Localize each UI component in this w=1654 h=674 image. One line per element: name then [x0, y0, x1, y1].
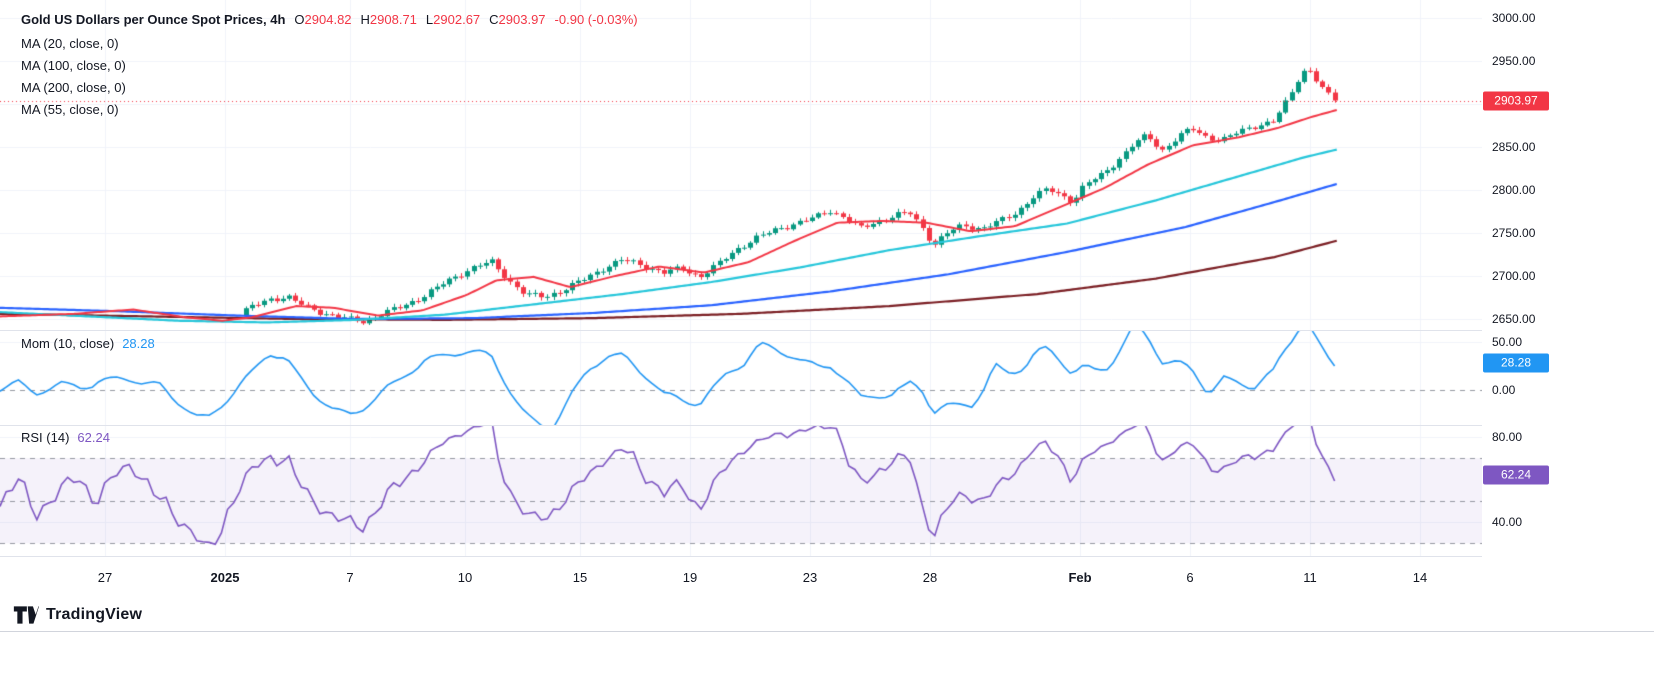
momentum-value: 28.28	[122, 336, 155, 351]
ma-20-legend[interactable]: MA (20, close, 0)	[21, 36, 119, 51]
bottom-divider	[0, 631, 1654, 632]
ma-200-legend[interactable]: MA (200, close, 0)	[21, 80, 126, 95]
ohlc-close: C2903.97	[489, 12, 546, 27]
ohlc-low: L2902.67	[425, 12, 481, 27]
price-axis-label: 2950.00	[1492, 54, 1536, 68]
ma-55-legend[interactable]: MA (55, close, 0)	[21, 102, 119, 117]
mom-axis-label: 0.00	[1492, 383, 1516, 397]
time-axis-label: 11	[1303, 570, 1317, 585]
ohlc-high: H2908.71	[360, 12, 417, 27]
momentum-label: Mom (10, close)	[21, 336, 115, 351]
ohlc-open: O2904.82	[294, 12, 352, 27]
price-axis-label: 2800.00	[1492, 183, 1536, 197]
rsi-legend[interactable]: RSI (14) 62.24	[21, 430, 110, 445]
time-axis-label: Feb	[1068, 570, 1092, 585]
time-axis-label: 14	[1412, 570, 1428, 585]
rsi-value: 62.24	[77, 430, 110, 445]
rsi-badge: 62.24	[1483, 465, 1549, 485]
rsi-axis-label: 80.00	[1492, 430, 1523, 444]
time-axis-label: 6	[1186, 570, 1194, 585]
price-axis-label: 3000.00	[1492, 11, 1536, 25]
symbol-legend[interactable]: Gold US Dollars per Ounce Spot Prices, 4…	[21, 12, 638, 27]
ma-100-legend[interactable]: MA (100, close, 0)	[21, 58, 126, 73]
price-axis[interactable]	[1482, 0, 1556, 598]
time-axis-label: 19	[682, 570, 698, 585]
price-axis-label: 2850.00	[1492, 140, 1536, 154]
mom-axis-label: 50.00	[1492, 335, 1523, 349]
chart-title: Gold US Dollars per Ounce Spot Prices, 4…	[21, 12, 286, 27]
pane-separator[interactable]	[0, 425, 1556, 426]
ma-legend-group: MA (20, close, 0) MA (100, close, 0) MA …	[21, 33, 126, 121]
last-price-badge: 2903.97	[1483, 91, 1549, 111]
time-axis-label: 28	[922, 570, 938, 585]
tradingview-logo-icon	[13, 606, 39, 624]
price-axis-label: 2700.00	[1492, 269, 1536, 283]
time-axis-border	[0, 556, 1556, 557]
chart-canvas[interactable]	[0, 0, 1482, 556]
time-axis-label: 23	[802, 570, 818, 585]
time-axis-label: 10	[457, 570, 473, 585]
price-axis-label: 2750.00	[1492, 226, 1536, 240]
time-axis-label: 7	[346, 570, 354, 585]
price-axis-label: 2650.00	[1492, 312, 1536, 326]
rsi-label: RSI (14)	[21, 430, 70, 445]
tradingview-attribution[interactable]: TradingView	[13, 605, 142, 625]
brand-name: TradingView	[46, 606, 143, 623]
pane-separator[interactable]	[0, 330, 1556, 331]
momentum-legend[interactable]: Mom (10, close) 28.28	[21, 336, 155, 351]
ohlc-change: -0.90 (-0.03%)	[554, 12, 638, 27]
momentum-badge: 28.28	[1483, 353, 1549, 373]
time-axis-label: 15	[572, 570, 588, 585]
time-axis-label: 27	[97, 570, 113, 585]
time-axis-label: 2025	[210, 570, 240, 585]
rsi-axis-label: 40.00	[1492, 515, 1523, 529]
time-axis[interactable]: 27 2025 7 10 15 19 23 28 Feb 6 11 14	[0, 557, 1556, 598]
